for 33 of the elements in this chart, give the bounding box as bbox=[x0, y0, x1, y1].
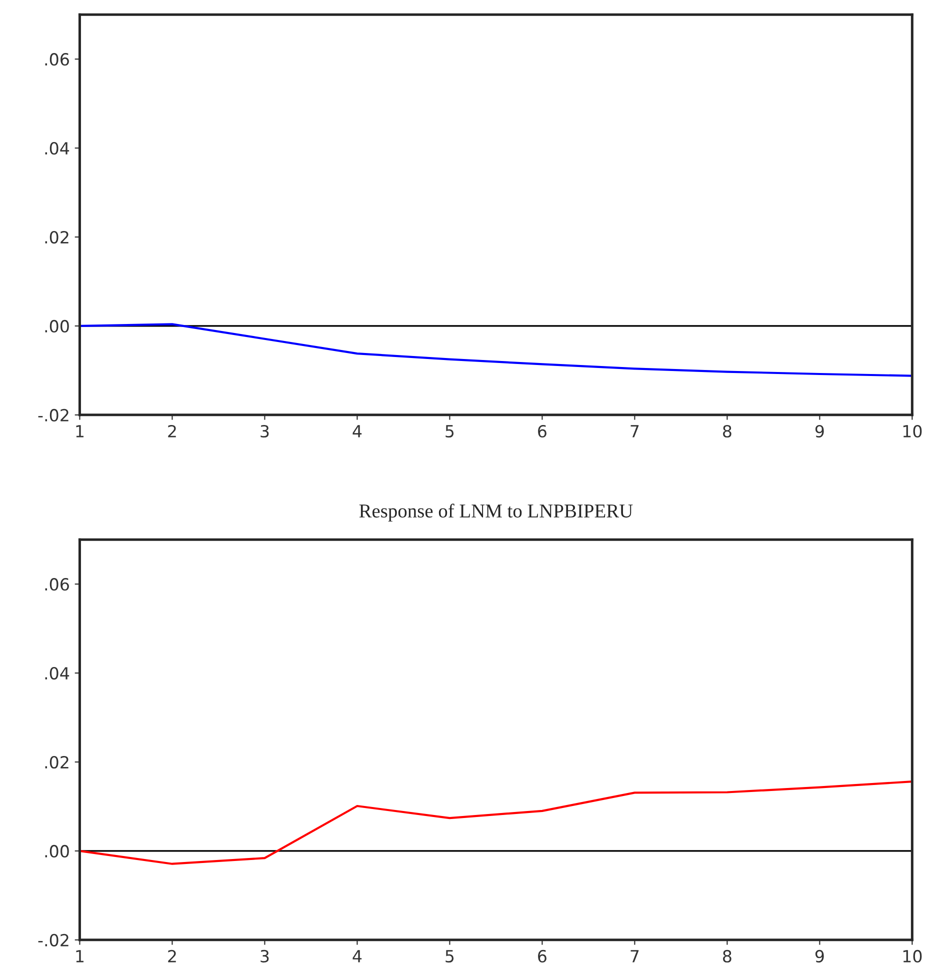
x-tick-label: 2 bbox=[168, 950, 176, 962]
x-tick-label: 6 bbox=[538, 950, 546, 963]
y-tick-label: .04 bbox=[45, 666, 70, 680]
x-tick-label: 4 bbox=[352, 425, 362, 438]
y-tick-label: .00 bbox=[45, 844, 69, 858]
x-tick-label: 8 bbox=[723, 424, 732, 438]
x-tick-label: 1 bbox=[76, 425, 84, 438]
x-tick-label: 6 bbox=[538, 424, 546, 438]
y-tick-label: .06 bbox=[45, 53, 69, 66]
y-tick-label: .06 bbox=[45, 578, 69, 591]
x-tick-label: 9 bbox=[815, 950, 824, 963]
x-tick-label: 2 bbox=[168, 424, 176, 438]
line-series bbox=[80, 323, 912, 377]
y-tick-label: .04 bbox=[45, 142, 70, 155]
x-tick-label: 9 bbox=[815, 424, 824, 438]
x-tick-label: 4 bbox=[352, 950, 362, 962]
y-tick-label: -.02 bbox=[38, 408, 68, 422]
x-tick-label: 1 bbox=[76, 950, 84, 962]
x-tick-label: 8 bbox=[723, 950, 732, 963]
y-tick-label: .02 bbox=[45, 230, 68, 244]
y-tick-label: .00 bbox=[45, 320, 69, 333]
x-tick-label: 7 bbox=[630, 425, 639, 438]
y-tick-label: .02 bbox=[45, 756, 68, 769]
y-tick-label: -.02 bbox=[38, 934, 68, 946]
x-tick-label: 3 bbox=[260, 424, 269, 438]
x-tick-label: 10 bbox=[903, 950, 922, 963]
x-tick-label: 10 bbox=[903, 424, 922, 438]
line-series bbox=[80, 780, 912, 865]
x-tick-label: 7 bbox=[630, 950, 639, 962]
x-tick-label: 5 bbox=[446, 950, 454, 963]
x-tick-label: 5 bbox=[446, 425, 454, 438]
chart-title: Response of LNM to LNPBIPERU bbox=[359, 504, 633, 522]
x-tick-label: 3 bbox=[260, 950, 269, 963]
